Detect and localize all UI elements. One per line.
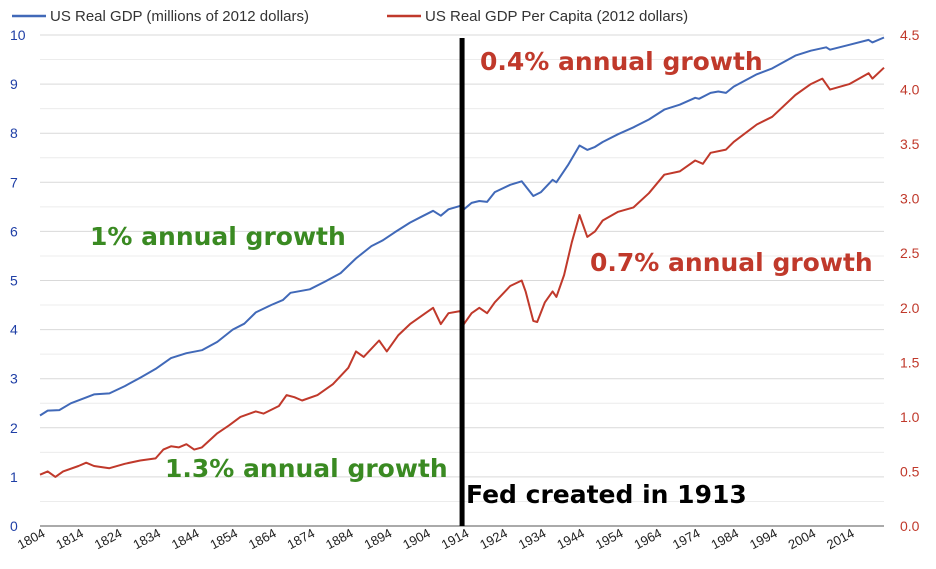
- x-tick-label: 1824: [92, 525, 125, 552]
- right-tick-label: 4.5: [900, 27, 920, 43]
- x-tick-label: 1804: [15, 525, 48, 552]
- annotation-fed-created: Fed created in 1913: [466, 480, 747, 509]
- x-tick-label: 1964: [631, 525, 664, 552]
- right-tick-label: 0.5: [900, 463, 920, 479]
- x-tick-label: 1874: [285, 525, 318, 552]
- left-tick-label: 6: [10, 223, 18, 239]
- left-tick-label: 1: [10, 469, 18, 485]
- x-tick-label: 1864: [246, 525, 279, 552]
- x-tick-label: 2004: [786, 525, 819, 552]
- right-tick-label: 3.0: [900, 191, 920, 207]
- right-tick-label: 2.0: [900, 300, 920, 316]
- left-tick-label: 9: [10, 76, 18, 92]
- x-tick-label: 1884: [323, 525, 356, 552]
- x-tick-label: 1894: [362, 525, 395, 552]
- annotation-pre-fed-per-capita: 1.3% annual growth: [165, 454, 448, 483]
- x-tick-label: 1834: [130, 525, 163, 552]
- x-tick-label: 1944: [554, 525, 587, 552]
- x-tick-label: 1924: [477, 525, 510, 552]
- annotation-post-fed-gdp: 0.4% annual growth: [480, 47, 763, 76]
- x-tick-label: 1954: [593, 525, 626, 552]
- left-axis: 0 1 2 3 4 5 6 7 8 9 10: [10, 27, 26, 534]
- left-tick-label: 4: [10, 322, 18, 338]
- x-tick-label: 1994: [747, 525, 780, 552]
- right-tick-label: 1.5: [900, 354, 920, 370]
- left-tick-label: 0: [10, 518, 18, 534]
- x-tick-label: 2014: [824, 525, 857, 552]
- x-tick-label: 1854: [208, 525, 241, 552]
- left-tick-label: 8: [10, 125, 18, 141]
- right-tick-label: 1.0: [900, 409, 920, 425]
- annotation-pre-fed-gdp: 1% annual growth: [90, 222, 346, 251]
- right-tick-label: 3.5: [900, 136, 920, 152]
- left-tick-label: 2: [10, 420, 18, 436]
- left-tick-label: 5: [10, 273, 18, 289]
- left-tick-label: 10: [10, 27, 26, 43]
- x-tick-label: 1984: [709, 525, 742, 552]
- right-tick-label: 4.0: [900, 82, 920, 98]
- x-tick-label: 1974: [670, 525, 703, 552]
- x-tick-label: 1814: [53, 525, 86, 552]
- legend: US Real GDP (millions of 2012 dollars) U…: [12, 8, 688, 25]
- left-tick-label: 7: [10, 174, 18, 190]
- legend-label-per-capita: US Real GDP Per Capita (2012 dollars): [425, 8, 688, 25]
- x-tick-label: 1904: [400, 525, 433, 552]
- right-tick-label: 0.0: [900, 518, 920, 534]
- right-axis: 0.0 0.5 1.0 1.5 2.0 2.5 3.0 3.5 4.0 4.5: [900, 27, 920, 534]
- left-tick-label: 3: [10, 371, 18, 387]
- right-tick-label: 2.5: [900, 245, 920, 261]
- annotation-post-fed-per-capita: 0.7% annual growth: [590, 248, 873, 277]
- x-tick-label: 1934: [516, 525, 549, 552]
- legend-label-gdp: US Real GDP (millions of 2012 dollars): [50, 8, 309, 25]
- x-tick-label: 1914: [439, 525, 472, 552]
- series-line-gdp: [39, 36, 885, 417]
- x-tick-label: 1844: [169, 525, 202, 552]
- x-axis: 1804 1814 1824 1834 1844 1854 1864 1874 1884 1894…: [15, 525, 857, 552]
- annotations: 0.4% annual growth 1% annual growth 0.7%…: [90, 47, 873, 509]
